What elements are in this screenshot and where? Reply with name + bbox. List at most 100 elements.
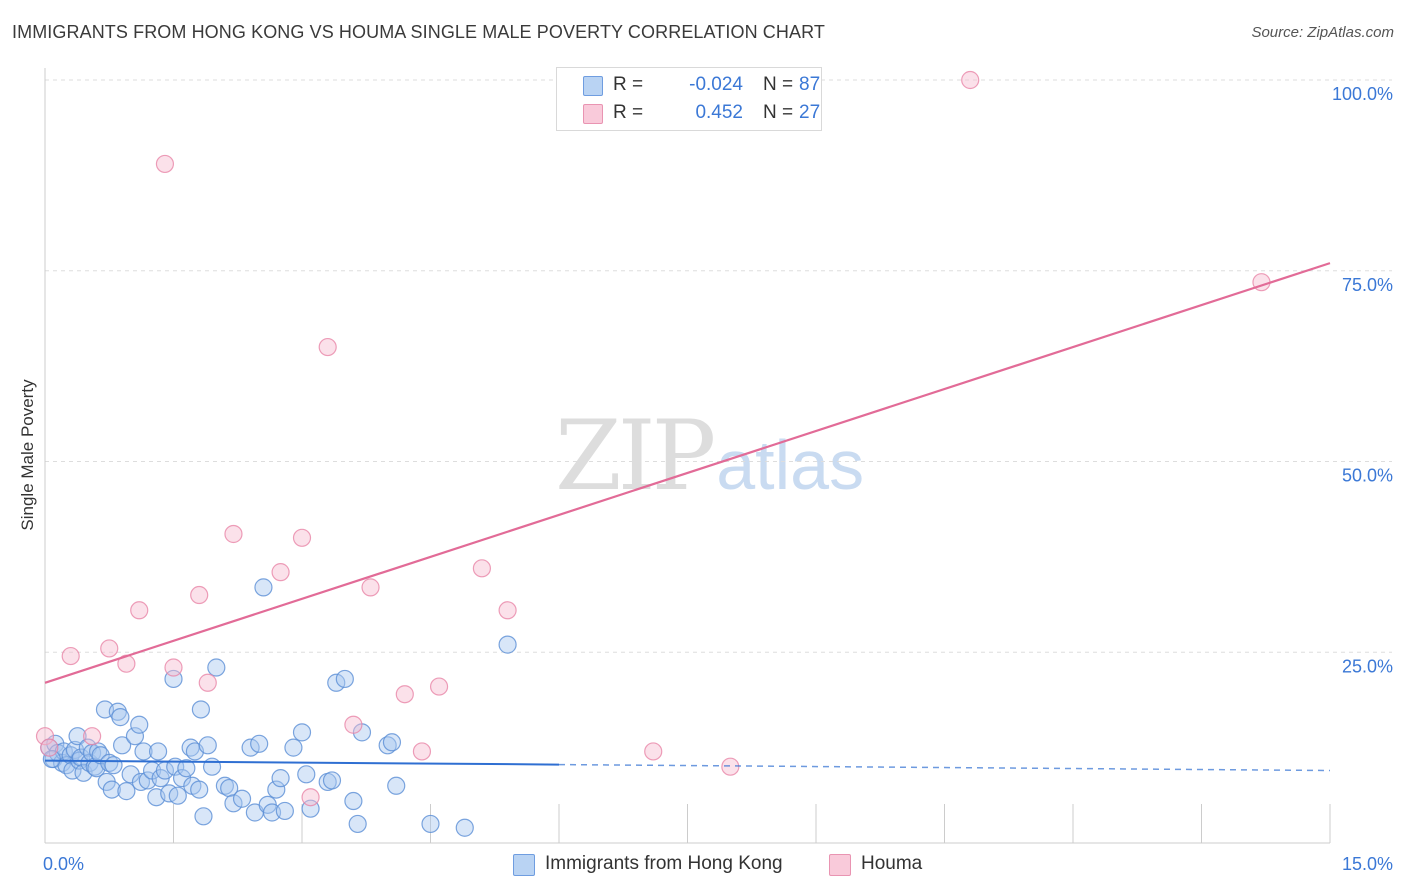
hong-kong-point — [322, 771, 342, 790]
hong-kong-point — [344, 791, 363, 811]
legend-r-label: R = — [613, 102, 644, 123]
houma-point — [130, 601, 149, 620]
houma-point — [472, 559, 491, 578]
hong-kong-point — [168, 786, 187, 805]
hong-kong-point — [335, 669, 354, 689]
hong-kong-point — [198, 736, 217, 755]
legend-series-label: Immigrants from Hong Kong — [545, 853, 783, 874]
hong-kong-point — [455, 818, 474, 837]
hong-kong-point — [131, 772, 151, 792]
y-tick-label: 75.0% — [1342, 275, 1393, 295]
hong-kong-point — [177, 759, 196, 778]
y-tick-label: 50.0% — [1342, 466, 1393, 486]
hong-kong-point — [104, 756, 123, 775]
hong-kong-point — [68, 727, 87, 746]
grid-layer — [45, 79, 1392, 653]
series-legend: Immigrants from Hong Kong Houma — [0, 852, 1406, 878]
houma-point — [395, 685, 414, 704]
houma-point — [344, 715, 363, 734]
hong-kong-point — [121, 765, 140, 784]
houma-trend-line — [44, 262, 1331, 684]
hong-kong-point — [292, 723, 312, 742]
watermark: ZIPatlas — [555, 400, 864, 512]
legend-swatch-blue — [513, 854, 535, 876]
correlation-legend: R = -0.024 N = 87 R = 0.452 N = 27 — [556, 67, 822, 131]
legend-r-value: 0.452 — [695, 102, 743, 123]
legend-swatch-pink — [829, 854, 851, 876]
legend-n-value: 87 — [799, 74, 821, 95]
hong-kong-point — [42, 749, 61, 769]
hong-kong-point — [348, 814, 367, 834]
hong-kong-trend-dashed — [558, 763, 1331, 772]
hong-kong-point — [498, 635, 517, 654]
hong-kong-point — [241, 738, 260, 757]
hong-kong-point — [387, 776, 406, 795]
legend-swatch-pink — [583, 104, 603, 124]
houma-point — [35, 727, 55, 746]
legend-n-label: N = — [763, 74, 794, 95]
hong-kong-point — [327, 673, 346, 692]
legend-n-value: 27 — [799, 102, 821, 123]
hong-kong-point — [63, 761, 82, 780]
houma-point — [83, 727, 102, 746]
hong-kong-trend-line — [44, 759, 560, 766]
houma-point — [498, 601, 517, 620]
trend-layer — [44, 262, 1331, 772]
houma-point — [155, 154, 175, 174]
hong-kong-point — [224, 794, 243, 813]
source-credit: Source: ZipAtlas.com — [1251, 24, 1394, 41]
hong-kong-point — [275, 801, 294, 821]
x-tick-label: 15.0% — [1342, 854, 1393, 874]
houma-point — [100, 639, 119, 658]
houma-point — [429, 677, 449, 696]
x-tick-label: 0.0% — [43, 854, 84, 874]
hong-kong-point — [172, 769, 192, 788]
chart-title: IMMIGRANTS FROM HONG KONG VS HOUMA SINGL… — [12, 22, 825, 42]
hong-kong-point — [134, 742, 153, 761]
hong-kong-point — [148, 742, 168, 761]
tick-label-layer: 25.0% 50.0% 75.0% 100.0% 0.0% 15.0% — [43, 84, 1393, 874]
hong-kong-point — [125, 727, 145, 746]
watermark-zip: ZIP — [555, 400, 716, 512]
hong-kong-point — [202, 757, 222, 776]
legend-series-label: Houma — [861, 853, 923, 874]
hong-kong-point — [112, 736, 132, 755]
hong-kong-point — [111, 708, 130, 727]
houma-point — [224, 524, 243, 544]
hong-kong-point — [271, 769, 290, 788]
houma-point — [721, 757, 740, 776]
y-tick-label: 25.0% — [1342, 656, 1393, 676]
legend-r-value: -0.024 — [689, 74, 743, 95]
hong-kong-point — [117, 782, 136, 801]
hong-kong-point — [421, 814, 440, 834]
houma-point — [61, 646, 80, 666]
houma-point — [40, 738, 59, 757]
houma-point — [271, 563, 290, 582]
hong-kong-point — [382, 733, 402, 752]
axis-layer — [44, 68, 1331, 844]
hong-kong-point — [207, 658, 226, 677]
houma-point — [164, 658, 183, 677]
houma-point — [292, 528, 312, 547]
houma-point — [361, 578, 380, 597]
hong-kong-point — [191, 700, 211, 719]
hong-kong-point — [297, 765, 316, 784]
points-layer — [35, 70, 1271, 837]
hong-kong-point — [194, 807, 213, 826]
houma-point — [644, 742, 663, 761]
hong-kong-point — [254, 578, 273, 597]
hong-kong-point — [190, 780, 209, 799]
houma-point — [190, 585, 209, 605]
hong-kong-point — [267, 780, 286, 799]
legend-n-label: N = — [763, 102, 794, 123]
hong-kong-point — [250, 734, 269, 753]
hong-kong-point — [284, 738, 303, 757]
houma-point — [412, 742, 432, 761]
legend-r-label: R = — [613, 74, 644, 95]
houma-point — [961, 70, 980, 90]
houma-point — [318, 337, 337, 357]
legend-swatch-blue — [583, 76, 603, 96]
y-tick-label: 100.0% — [1332, 84, 1393, 104]
hong-kong-point — [130, 715, 149, 734]
